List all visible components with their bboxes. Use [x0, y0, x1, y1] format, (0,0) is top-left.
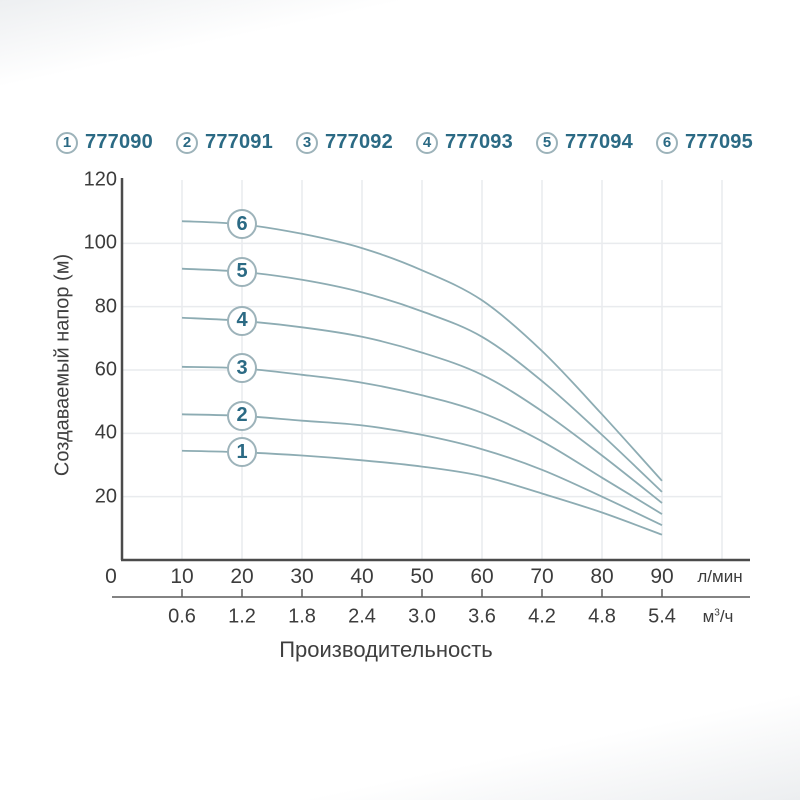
x2-tick-label-4.8: 4.8 — [588, 605, 616, 628]
x2-tick-label-3.6: 3.6 — [468, 605, 496, 628]
legend-item-777094: 5 777094 — [536, 131, 633, 154]
legend-item-777091: 2 777091 — [176, 131, 273, 154]
legend-number-badge: 5 — [536, 131, 558, 154]
y-tick-label-40: 40 — [94, 421, 117, 444]
x-tick-label-40: 40 — [350, 565, 374, 588]
x2-tick-label-1.2: 1.2 — [228, 605, 256, 628]
x-tick-label-50: 50 — [410, 565, 434, 588]
y-tick-label-80: 80 — [94, 295, 117, 318]
legend-number-badge: 1 — [56, 131, 78, 154]
curve-1-777090 — [181, 449, 663, 536]
legend: 1 777090 2 777091 3 777092 4 777093 5 777094 6 7770… — [56, 131, 753, 154]
legend-number-badge: 6 — [656, 131, 678, 154]
x2-axis-unit: м3/ч — [703, 607, 734, 627]
legend-number-badge: 2 — [176, 131, 198, 154]
x2-tick-label-5.4: 5.4 — [648, 605, 676, 628]
x2-tick-label-3.0: 3.0 — [408, 605, 436, 628]
legend-number-badge: 4 — [416, 131, 438, 154]
y-tick-label-20: 20 — [94, 485, 117, 508]
x2-tick-label-1.8: 1.8 — [288, 605, 316, 628]
x2-unit-sup: 3 — [714, 607, 720, 619]
x-axis-unit: л/мин — [697, 567, 743, 586]
legend-number-badge: 3 — [296, 131, 318, 154]
curve-label-badge-4: 4 — [227, 305, 257, 336]
y-axis-title: Создаваемый напор (м) — [51, 253, 74, 477]
legend-item-777090: 1 777090 — [56, 131, 153, 154]
x-tick-label-80: 80 — [590, 565, 614, 588]
y-tick-label-100: 100 — [83, 231, 117, 254]
x-tick-label-10: 10 — [170, 565, 194, 588]
curve-label-badge-6: 6 — [227, 209, 257, 240]
x2-unit-rest: /ч — [719, 607, 734, 626]
curve-4-777093 — [181, 316, 663, 504]
legend-item-code: 777091 — [205, 131, 273, 153]
curve-3-777092 — [181, 365, 663, 515]
curve-5-777094 — [181, 267, 663, 493]
x-tick-label-60: 60 — [470, 565, 494, 588]
legend-item-code: 777093 — [445, 131, 513, 153]
y-tick-label-60: 60 — [94, 358, 117, 381]
legend-item-777092: 3 777092 — [296, 131, 393, 154]
curve-6-777095 — [181, 220, 663, 482]
legend-item-code: 777092 — [325, 131, 393, 153]
x-tick-label-90: 90 — [650, 565, 674, 588]
legend-item-777095: 6 777095 — [656, 131, 753, 154]
curve-2-777091 — [181, 413, 663, 527]
y-tick-label-120: 120 — [83, 168, 117, 191]
legend-item-code: 777094 — [565, 131, 633, 153]
curve-label-badge-2: 2 — [227, 400, 257, 431]
curve-label-badge-1: 1 — [227, 437, 257, 468]
x-axis-title: Производительность — [279, 637, 493, 662]
x-tick-label-20: 20 — [230, 565, 254, 588]
x2-unit-base: м — [702, 607, 715, 626]
x-tick-label-30: 30 — [290, 565, 314, 588]
legend-item-code: 777095 — [685, 131, 753, 153]
x-tick-label-70: 70 — [530, 565, 554, 588]
x-tick-label-0: 0 — [105, 565, 117, 588]
x2-tick-label-4.2: 4.2 — [528, 605, 556, 628]
curve-label-badge-5: 5 — [227, 256, 257, 287]
legend-item-code: 777090 — [85, 131, 153, 153]
x2-tick-label-2.4: 2.4 — [348, 605, 376, 628]
curve-label-badge-3: 3 — [227, 353, 257, 384]
x2-tick-label-0.6: 0.6 — [168, 605, 196, 628]
legend-item-777093: 4 777093 — [416, 131, 513, 154]
